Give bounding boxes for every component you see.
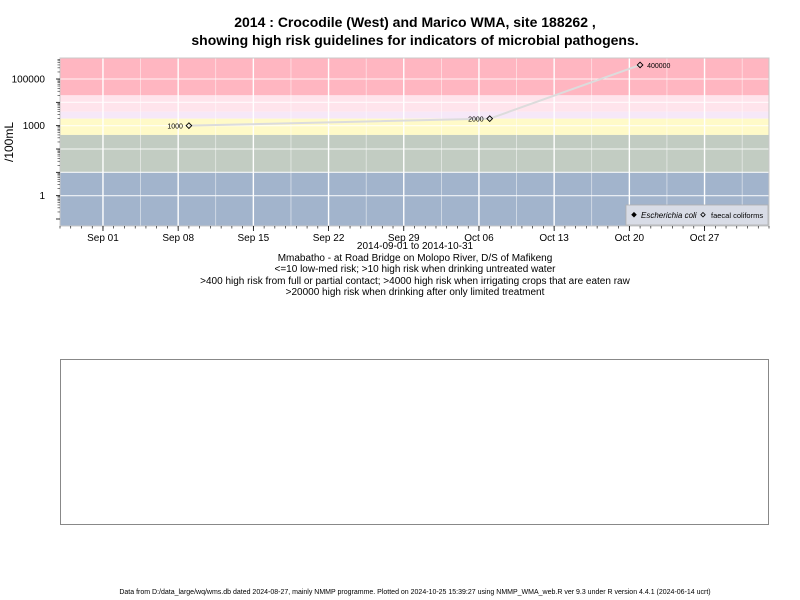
legend: Escherichia coli faecal coliforms (625, 204, 769, 226)
x-tick-label: Sep 15 (238, 233, 270, 244)
x-tick-label: Sep 01 (87, 233, 119, 244)
empty-plot-panel (60, 359, 769, 525)
y-tick-label: 1 (39, 191, 45, 202)
y-tick-label: 1000 (23, 121, 46, 132)
axes: Sep 01 Sep 08 Sep 15 Sep 22 Sep 29 Oct 06 Oct … (12, 59, 770, 244)
caption-guideline-2: >400 high risk from full or partial cont… (200, 276, 630, 287)
risk-band-2 (60, 111, 769, 119)
x-tick-label: Oct 20 (615, 233, 645, 244)
chart-title-line-1: 2014 : Crocodile (West) and Marico WMA, … (234, 14, 596, 30)
y-tick-label: 100000 (12, 75, 46, 86)
data-point (185, 122, 193, 130)
legend-box (625, 204, 769, 226)
legend-faecal-coliforms-label: faecal coliforms (711, 211, 763, 220)
risk-bands (60, 58, 769, 226)
grid-lines (60, 58, 769, 226)
data-point (636, 61, 644, 69)
data-label: 1000 (167, 124, 183, 131)
legend-faecal-coliforms-marker (700, 211, 706, 218)
caption-guideline-1: <=10 low-med risk; >10 high risk when dr… (274, 264, 556, 275)
footer-note: Data from D:/data_large/wq/wms.db dated … (119, 589, 711, 596)
chart-title-line-2: showing high risk guidelines for indicat… (191, 32, 639, 48)
x-tick-label: Sep 22 (313, 233, 345, 244)
caption-site: Mmabatho - at Road Bridge on Molopo Rive… (277, 253, 553, 264)
data-label: 400000 (647, 63, 670, 70)
caption-guideline-3: >20000 high risk when drinking after onl… (285, 287, 545, 298)
series-line-1 (188, 64, 641, 127)
legend-ecoli-marker (631, 211, 637, 218)
x-tick-label: Sep 29 (388, 233, 420, 244)
legend-ecoli-label: Escherichia coli (641, 211, 697, 220)
data-series: 1000 2000 400000 (167, 61, 671, 131)
data-point (486, 115, 494, 123)
caption-date-range: 2014-09-01 to 2014-10-31 (356, 241, 474, 252)
x-tick-label: Sep 08 (162, 233, 194, 244)
risk-band-4 (60, 134, 769, 173)
data-label: 2000 (468, 117, 484, 124)
x-tick-label: Oct 13 (539, 233, 569, 244)
x-tick-label: Oct 27 (690, 233, 720, 244)
y-axis-label: /100mL (2, 122, 16, 162)
risk-band-1 (60, 95, 769, 112)
x-tick-label: Oct 06 (464, 233, 494, 244)
